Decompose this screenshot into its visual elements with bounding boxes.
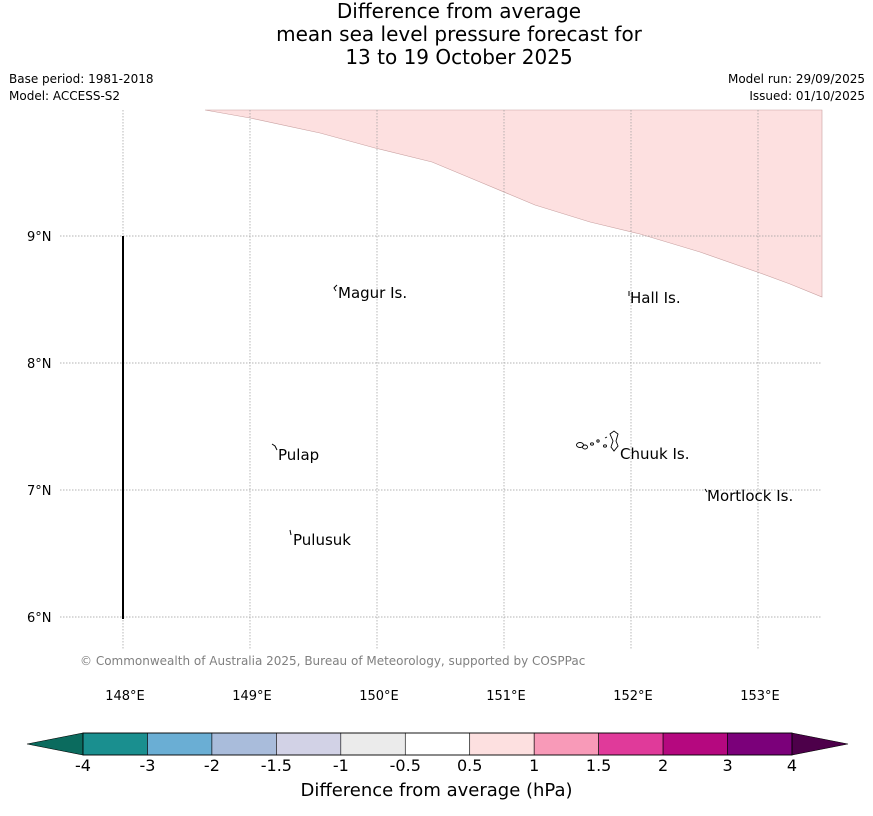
lon-label-148: 148°E <box>105 689 145 704</box>
colorbar-tick-label: 4 <box>786 756 798 775</box>
lat-label-9: 9°N <box>27 230 52 245</box>
colorbar-tick-label: 2 <box>657 756 669 775</box>
colorbar-tick-label: -0.5 <box>389 756 421 775</box>
chuuk-island-shapes <box>576 430 619 452</box>
label-magur: Magur Is. <box>338 284 407 302</box>
model-name: Model: ACCESS-S2 <box>9 89 121 103</box>
colorbar <box>26 732 849 756</box>
colorbar-cells <box>82 732 793 756</box>
colorbar-tick-label: 0.5 <box>456 756 483 775</box>
magur-island-shape <box>333 284 338 292</box>
colorbar-cell <box>404 732 471 756</box>
meta-left: Base period: 1981-2018 Model: ACCESS-S2 <box>9 71 154 105</box>
lat-label-6: 6°N <box>27 611 52 626</box>
label-pulap: Pulap <box>278 446 319 464</box>
islands <box>271 284 708 536</box>
title-line-1: Difference from average <box>336 0 582 23</box>
colorbar-tick-label: 3 <box>722 756 733 775</box>
colorbar-cell <box>211 732 277 756</box>
lon-label-149: 149°E <box>232 689 272 704</box>
title-line-2: mean sea level pressure forecast for <box>276 22 642 46</box>
colorbar-tick-label: 1 <box>529 756 540 775</box>
colorbar-cell <box>276 732 342 756</box>
meta-right: Model run: 29/09/2025 Issued: 01/10/2025 <box>728 71 865 105</box>
lat-label-7: 7°N <box>27 484 52 499</box>
title-line-3: 13 to 19 October 2025 <box>345 45 573 69</box>
colorbar-tick-label: 1.5 <box>585 756 612 775</box>
chart-title: Difference from average mean sea level p… <box>0 0 873 69</box>
colorbar-outline <box>82 732 793 756</box>
positive-anomaly-region <box>204 109 823 298</box>
colorbar-tick-label: -3 <box>139 756 156 775</box>
colorbar-cell <box>82 732 148 756</box>
model-run: Model run: 29/09/2025 <box>727 72 865 86</box>
lon-label-151: 151°E <box>486 689 526 704</box>
colorbar-cell <box>662 732 728 756</box>
pulap-island-shape <box>271 443 278 451</box>
base-period: Base period: 1981-2018 <box>9 72 154 86</box>
colorbar-tick-label: -1 <box>332 756 349 775</box>
colorbar-cell <box>533 732 599 756</box>
label-pulusuk: Pulusuk <box>293 531 351 549</box>
label-hall: Hall Is. <box>630 289 681 307</box>
copyright-notice: © Commonwealth of Australia 2025, Bureau… <box>80 654 586 668</box>
lon-label-153: 153°E <box>740 689 780 704</box>
label-mortlock: Mortlock Is. <box>707 487 793 505</box>
pulusuk-island-shape <box>289 529 292 536</box>
colorbar-cell <box>147 732 213 756</box>
colorbar-title: Difference from average (hPa) <box>300 780 573 801</box>
label-chuuk: Chuuk Is. <box>620 445 689 463</box>
colorbar-cell <box>598 732 664 756</box>
colorbar-tick-label: -2 <box>203 756 220 775</box>
colorbar-cell <box>340 732 406 756</box>
lon-label-152: 152°E <box>613 689 653 704</box>
colorbar-cell <box>727 732 793 756</box>
colorbar-tick-label: -4 <box>75 756 91 775</box>
colorbar-under-triangle <box>26 732 84 756</box>
colorbar-over-triangle <box>791 732 849 756</box>
issued-date: Issued: 01/10/2025 <box>749 89 865 103</box>
colorbar-cell <box>469 732 535 756</box>
mortlock-island-shape <box>704 488 708 493</box>
lon-label-150: 150°E <box>359 689 399 704</box>
lat-label-8: 8°N <box>27 357 52 372</box>
colorbar-tick-label: -1.5 <box>260 756 292 775</box>
